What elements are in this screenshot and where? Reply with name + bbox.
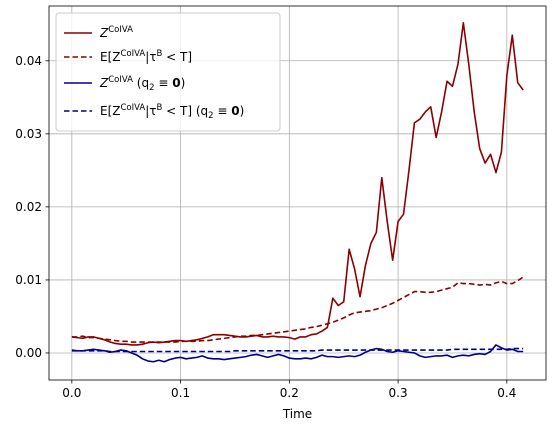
legend-label-3-sup: CoIVA bbox=[108, 75, 133, 85]
series-group bbox=[71, 21, 524, 363]
x-tick-label: 0.3 bbox=[389, 386, 408, 400]
legend-label-4-sup: CoIVA bbox=[120, 103, 145, 113]
legend-label-2-sup: CoIVA bbox=[120, 49, 145, 59]
legend-label-2-main: E[Z bbox=[100, 50, 120, 64]
legend-label-2-tail2: < T] bbox=[162, 50, 192, 64]
series-line-4 bbox=[71, 347, 524, 353]
legend-label-4-sub: 2 bbox=[208, 111, 213, 121]
series-line-1 bbox=[71, 21, 524, 346]
y-axis-ticks: 0.00 0.01 0.02 0.03 0.04 bbox=[15, 54, 49, 360]
series-line-3 bbox=[71, 344, 524, 363]
legend-label-4: E[ZCoIVA|τB < T] (q2 ≡ 0) bbox=[100, 103, 244, 121]
legend-label-4-tail: |τ bbox=[145, 104, 156, 118]
legend-label-4-sup2: B bbox=[157, 103, 163, 113]
legend-label-2: E[ZCoIVA|τB < T] bbox=[100, 49, 192, 64]
legend: ZCoIVA E[ZCoIVA|τB < T] ZCoIVA (q2 ≡ 0) … bbox=[55, 12, 281, 132]
series-line-2 bbox=[71, 276, 524, 343]
legend-label-2-sup2: B bbox=[157, 49, 163, 59]
legend-label-3-tail3: ) bbox=[181, 76, 186, 90]
legend-item-3: ZCoIVA (q2 ≡ 0) bbox=[64, 75, 185, 93]
legend-label-4-main: E[Z bbox=[100, 104, 120, 118]
legend-item-2: E[ZCoIVA|τB < T] bbox=[64, 49, 192, 64]
legend-label-4-tail4: ) bbox=[240, 104, 245, 118]
x-tick-label: 0.4 bbox=[497, 386, 516, 400]
legend-box bbox=[55, 12, 281, 132]
x-tick-label: 0.2 bbox=[280, 386, 299, 400]
x-axis-ticks: 0.0 0.1 0.2 0.3 0.4 bbox=[62, 380, 516, 400]
legend-label-3-main: Z bbox=[99, 76, 109, 90]
x-tick-label: 0.1 bbox=[171, 386, 190, 400]
y-tick-label: 0.02 bbox=[15, 200, 42, 214]
legend-item-4: E[ZCoIVA|τB < T] (q2 ≡ 0) bbox=[64, 103, 244, 121]
legend-label-4-tail3: ≡ bbox=[214, 104, 232, 118]
legend-label-2-tail: |τ bbox=[145, 50, 156, 64]
grid bbox=[49, 6, 546, 380]
legend-label-1: ZCoIVA bbox=[99, 25, 133, 40]
legend-label-1-sup: CoIVA bbox=[108, 25, 133, 35]
legend-label-3: ZCoIVA (q2 ≡ 0) bbox=[99, 75, 185, 93]
legend-label-1-main: Z bbox=[99, 26, 109, 40]
legend-label-3-tail2: ≡ bbox=[155, 76, 173, 90]
y-tick-label: 0.01 bbox=[15, 273, 42, 287]
y-tick-label: 0.00 bbox=[15, 346, 42, 360]
legend-label-4-tail2: < T] (q bbox=[162, 104, 208, 118]
plot-frame bbox=[48, 5, 547, 381]
legend-label-3-sub: 2 bbox=[149, 83, 154, 93]
y-tick-label: 0.04 bbox=[15, 54, 42, 68]
legend-label-3-bold: 0 bbox=[172, 76, 180, 90]
x-axis-label: Time bbox=[282, 407, 312, 421]
y-tick-label: 0.03 bbox=[15, 127, 42, 141]
legend-item-1: ZCoIVA bbox=[64, 25, 133, 40]
legend-label-3-tail: (q bbox=[133, 76, 149, 90]
x-tick-label: 0.0 bbox=[62, 386, 81, 400]
legend-label-4-bold: 0 bbox=[231, 104, 239, 118]
